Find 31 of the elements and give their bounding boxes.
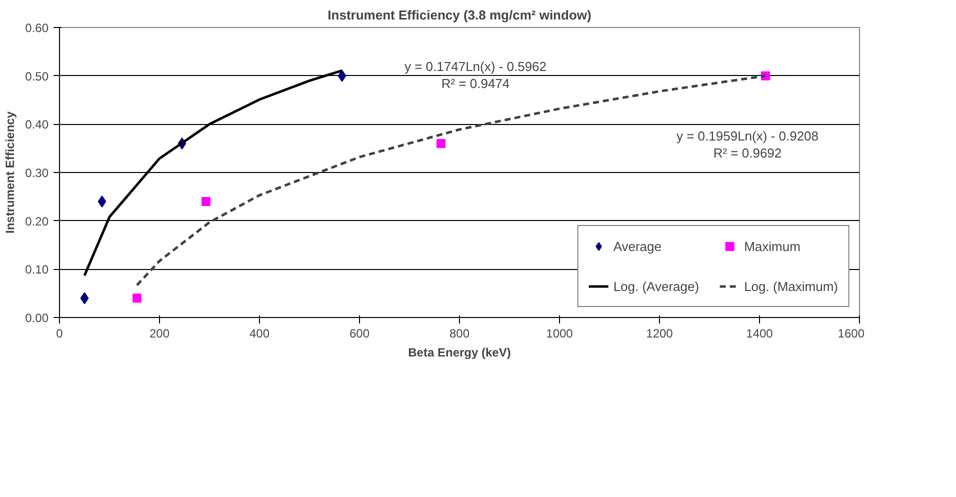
x-tick-label: 800 bbox=[449, 326, 470, 340]
legend-label: Log. (Maximum) bbox=[744, 278, 838, 294]
annotation: y = 0.1747Ln(x) - 0.5962 R² = 0.9474 bbox=[404, 58, 547, 91]
y-tick-label: 0.40 bbox=[25, 118, 49, 132]
x-tick-label: 600 bbox=[349, 326, 370, 340]
x-tick-label: 1200 bbox=[646, 326, 674, 340]
y-tick-label: 0.00 bbox=[25, 311, 49, 325]
x-tick-label: 1600 bbox=[838, 326, 865, 340]
legend-label: Log. (Average) bbox=[613, 278, 700, 294]
x-tick-label: 1000 bbox=[546, 326, 574, 340]
annotation: y = 0.1959Ln(x) - 0.9208 R² = 0.9692 bbox=[676, 128, 819, 160]
x-tick-label: 0 bbox=[56, 326, 64, 340]
point bbox=[202, 197, 210, 206]
y-tick-label: 0.50 bbox=[25, 69, 49, 84]
point bbox=[338, 70, 346, 82]
y-tick-label: 0.20 bbox=[25, 214, 49, 228]
x-tick-label: 400 bbox=[249, 326, 270, 340]
y-tick-label: 0.60 bbox=[25, 21, 49, 35]
legend-label: Average bbox=[613, 238, 662, 254]
point bbox=[132, 294, 142, 303]
point bbox=[436, 139, 446, 148]
point bbox=[80, 292, 89, 304]
y-axis-title: Instrument Efficiency bbox=[3, 111, 18, 234]
y-tick-label: 0.30 bbox=[25, 166, 49, 180]
chart-title: Instrument Efficiency (3.8 mg/cm² window) bbox=[328, 8, 592, 22]
x-tick-label: 200 bbox=[149, 326, 170, 340]
y-tick-label: 0.10 bbox=[25, 262, 49, 277]
x-axis-title: Beta Energy (keV) bbox=[408, 346, 511, 360]
legend-label: Maximum bbox=[744, 238, 800, 254]
point bbox=[98, 196, 106, 208]
x-tick-label: 1400 bbox=[746, 326, 774, 340]
